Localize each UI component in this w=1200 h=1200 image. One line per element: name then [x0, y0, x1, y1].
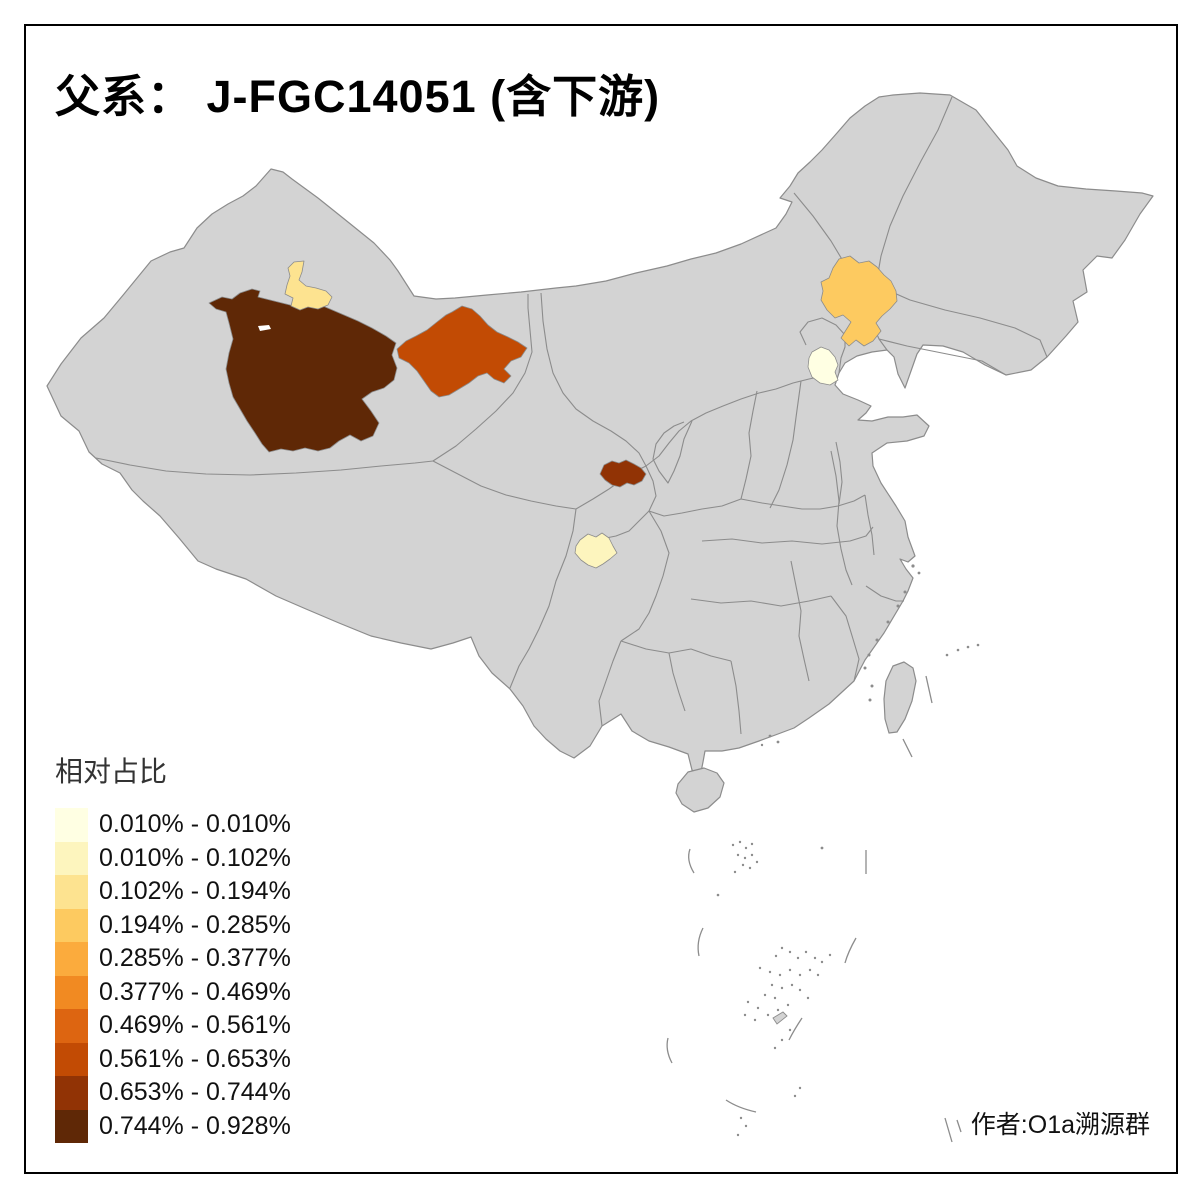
sea-islet [772, 1011, 788, 1025]
legend-swatch [55, 1076, 88, 1110]
legend-swatch [55, 975, 88, 1009]
legend-swatch [55, 908, 88, 942]
legend-swatch [55, 875, 88, 909]
legend-row: 0.285% - 0.377% [55, 942, 291, 976]
legend-swatch [55, 1109, 88, 1143]
legend-row: 0.010% - 0.102% [55, 841, 291, 875]
region-east-xinjiang [396, 305, 528, 398]
legend-title: 相对占比 [55, 756, 168, 787]
attribution-text: 作者:O1a溯源群 [970, 1111, 1150, 1139]
china-mainland [46, 92, 1154, 778]
legend-label: 0.653% - 0.744% [99, 1078, 291, 1107]
legend-label: 0.377% - 0.469% [99, 977, 291, 1006]
highlighted-regions [208, 255, 898, 569]
taiwan-island [883, 661, 917, 734]
region-central-sichuan [574, 532, 618, 569]
legend-swatch [55, 841, 88, 875]
legend: 相对占比 0.010% - 0.010% 0.010% - 0.102% 0.102… [55, 750, 291, 1143]
region-north-xinjiang [284, 260, 333, 311]
legend-label: 0.102% - 0.194% [99, 877, 291, 906]
legend-label: 0.744% - 0.928% [99, 1111, 291, 1140]
legend-label: 0.285% - 0.377% [99, 944, 291, 973]
region-central-gansu [599, 459, 647, 488]
legend-row: 0.653% - 0.744% [55, 1076, 291, 1110]
legend-label: 0.010% - 0.102% [99, 843, 291, 872]
legend-row: 0.194% - 0.285% [55, 908, 291, 942]
legend-swatch [55, 942, 88, 976]
legend-swatch [55, 808, 88, 842]
legend-row: 0.744% - 0.928% [55, 1109, 291, 1143]
coastal-and-sea-islands [666, 564, 980, 1143]
legend-row: 0.377% - 0.469% [55, 975, 291, 1009]
legend-label: 0.561% - 0.653% [99, 1044, 291, 1073]
region-beijing-area [807, 346, 839, 386]
legend-rows: 0.010% - 0.010% 0.010% - 0.102% 0.102% - 0… [55, 808, 291, 1143]
page-title: 父系： J-FGC14051 (含下游) [55, 71, 661, 122]
plot-border [24, 24, 1178, 1174]
legend-swatch [55, 1009, 88, 1043]
legend-row: 0.561% - 0.653% [55, 1042, 291, 1076]
legend-row: 0.010% - 0.010% [55, 808, 291, 842]
legend-label: 0.010% - 0.010% [99, 810, 291, 839]
legend-row: 0.469% - 0.561% [55, 1009, 291, 1043]
legend-row: 0.102% - 0.194% [55, 875, 291, 909]
region-southeast-inner-mongolia [820, 255, 898, 347]
region-central-xinjiang [208, 288, 398, 453]
legend-swatch [55, 1042, 88, 1076]
legend-label: 0.469% - 0.561% [99, 1011, 291, 1040]
region-hole [258, 325, 271, 331]
hainan-island [675, 767, 725, 813]
legend-label: 0.194% - 0.285% [99, 910, 291, 939]
